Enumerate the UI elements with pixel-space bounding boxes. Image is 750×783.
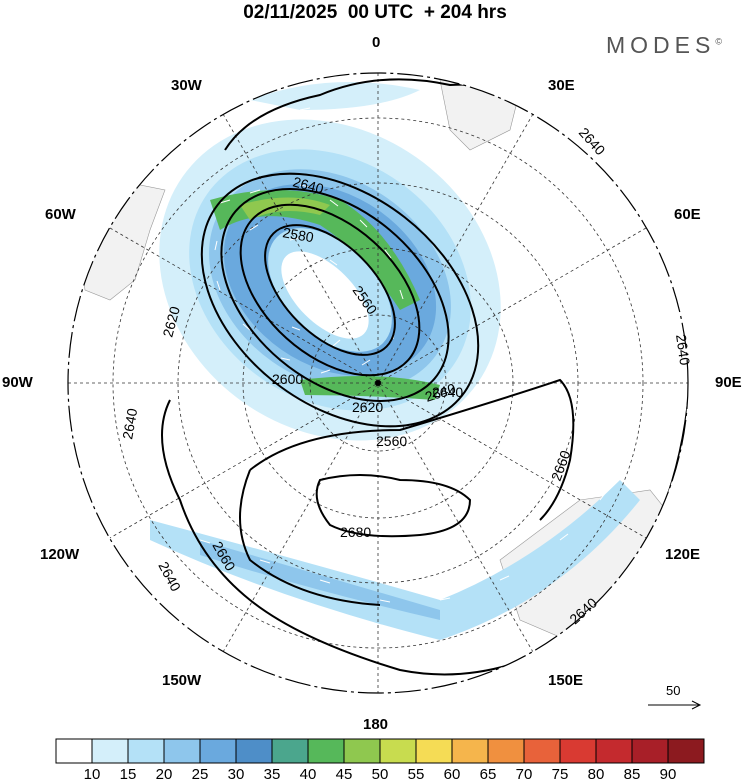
colorbar-tick-label: 60 xyxy=(443,766,461,783)
colorbar-tick-label: 80 xyxy=(587,766,605,783)
contour-label: 2640 xyxy=(119,407,140,441)
contour-label: 2560 xyxy=(376,433,407,449)
lon-label-120w: 120W xyxy=(40,546,80,563)
contour-label: 2640 xyxy=(432,384,463,400)
colorbar-swatch xyxy=(451,738,489,764)
colorbar-tick-label: 45 xyxy=(335,766,353,783)
reference-vector xyxy=(648,700,702,710)
colorbar-swatch xyxy=(163,738,201,764)
contour-label: 2640 xyxy=(673,333,693,366)
colorbar-tick-label: 10 xyxy=(83,766,101,783)
map-boundary xyxy=(67,72,689,694)
colorbar-swatch xyxy=(199,738,237,764)
colorbar-tick-label: 50 xyxy=(371,766,389,783)
colorbar-swatch xyxy=(307,738,345,764)
lon-label-30w: 30W xyxy=(171,77,202,94)
pole-marker xyxy=(375,380,381,386)
colorbar xyxy=(55,738,705,764)
lon-label-0: 0 xyxy=(372,34,381,51)
colorbar-swatch xyxy=(559,738,597,764)
lon-label-120e: 120E xyxy=(665,546,701,563)
colorbar-tick-label: 35 xyxy=(263,766,281,783)
lon-label-90e: 90E xyxy=(715,374,742,391)
colorbar-tick-label: 30 xyxy=(227,766,245,783)
colorbar-tick-label: 25 xyxy=(191,766,209,783)
colorbar-tick-label: 85 xyxy=(623,766,641,783)
colorbar-tick-label: 40 xyxy=(299,766,317,783)
contour-label: 2640 xyxy=(291,173,325,197)
reference-vector-label: 50 xyxy=(666,683,681,698)
modes-logo: MODES© xyxy=(606,32,722,58)
colorbar-swatch xyxy=(343,738,381,764)
colorbar-swatch xyxy=(595,738,633,764)
lon-label-90w: 90W xyxy=(2,374,33,391)
lon-label-60e: 60E xyxy=(674,206,701,223)
colorbar-swatch xyxy=(127,738,165,764)
colorbar-swatch xyxy=(667,738,705,764)
colorbar-swatch xyxy=(631,738,669,764)
map-title: 02/11/2025 00 UTC + 204 hrs xyxy=(243,2,507,23)
colorbar-tick-label: 65 xyxy=(479,766,497,783)
lon-label-150e: 150E xyxy=(548,672,584,689)
lon-label-180: 180 xyxy=(363,716,389,733)
contour-label: 2620 xyxy=(159,304,183,338)
colorbar-tick-label: 70 xyxy=(515,766,533,783)
lon-label-60w: 60W xyxy=(45,206,76,223)
colorbar-swatch xyxy=(55,738,93,764)
colorbar-swatch xyxy=(379,738,417,764)
wind-vectors xyxy=(199,107,623,603)
colorbar-swatch xyxy=(91,738,129,764)
contour-label: 2600 xyxy=(272,371,303,387)
colorbar-tick-label: 90 xyxy=(659,766,677,783)
colorbar-swatch xyxy=(523,738,561,764)
colorbar-tick-label: 15 xyxy=(119,766,137,783)
colorbar-swatch xyxy=(415,738,453,764)
contour-label: 2620 xyxy=(352,399,383,415)
colorbar-tick-label: 55 xyxy=(407,766,425,783)
colorbar-swatch xyxy=(271,738,309,764)
colorbar-swatch xyxy=(235,738,273,764)
colorbar-tick-label: 20 xyxy=(155,766,173,783)
contour-label: 2680 xyxy=(340,524,371,540)
contour-labels: 2640 2580 2560 2620 2600 2620 2640 2560 … xyxy=(119,124,693,627)
lon-label-30e: 30E xyxy=(548,77,575,94)
polar-map: 2640 2580 2560 2620 2600 2620 2640 2560 … xyxy=(67,72,702,710)
lon-label-150w: 150W xyxy=(162,672,202,689)
colorbar-tick-label: 75 xyxy=(551,766,569,783)
contour-label: 2580 xyxy=(281,224,315,245)
graticule xyxy=(68,73,688,693)
colorbar-swatch xyxy=(487,738,525,764)
